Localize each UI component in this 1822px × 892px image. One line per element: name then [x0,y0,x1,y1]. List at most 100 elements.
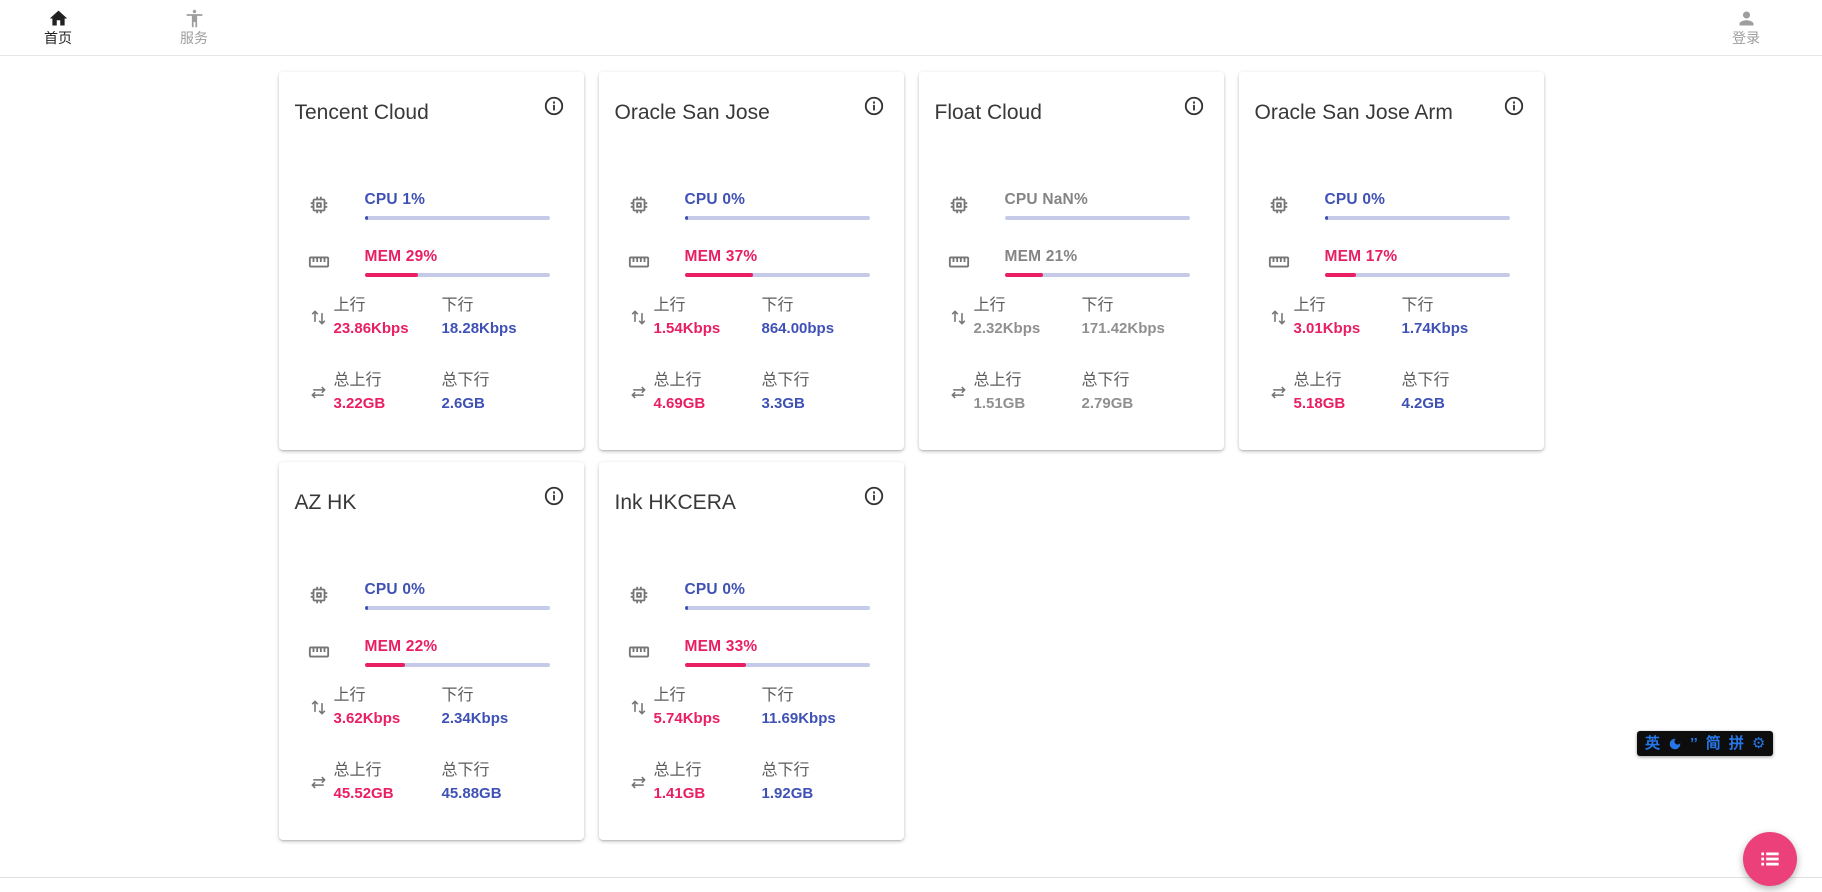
info-icon[interactable] [861,483,887,509]
mem-icon [1268,256,1289,268]
up-label: 上行 [1293,297,1326,314]
server-name: Float Cloud [934,101,1042,124]
net-speed-row: 上行 1.54Kbps 下行 864.00bps [599,295,904,339]
server-card: Oracle San Jose CPU 0% MEM 37% [598,72,904,450]
cpu-progress-bar [364,606,550,610]
updown-arrows-icon [311,699,325,715]
up-label: 上行 [333,297,366,314]
info-icon[interactable] [1181,93,1207,119]
net-speed-row: 上行 23.86Kbps 下行 18.28Kbps [279,295,584,339]
server-card: Tencent Cloud CPU 1% MEM 29% [278,72,584,450]
net-total-row: 总上行 4.69GB 总下行 3.3GB [599,370,904,414]
nav-item-login[interactable]: 登录 [1722,8,1770,46]
total-down-value: 4.2GB [1401,395,1445,412]
cpu-progress-bar [1004,216,1190,220]
total-down-value: 45.88GB [441,785,502,802]
server-card: Ink HKCERA CPU 0% MEM 33% [598,462,904,840]
cpu-row: CPU 0% [599,190,904,220]
mem-usage-label: MEM 22% [364,638,438,655]
mem-row: MEM 22% [279,637,584,667]
mem-progress-bar [1004,273,1190,277]
swap-arrows-icon [950,386,966,398]
updown-arrows-icon [951,309,965,325]
cpu-progress-bar [684,606,870,610]
mem-icon [308,646,329,658]
cpu-row: CPU 0% [599,580,904,610]
ime-punctuation-toggle[interactable]: ’’ [1690,735,1698,752]
total-down-value: 2.6GB [441,395,485,412]
total-down-label: 总下行 [441,372,490,389]
cpu-icon [310,196,327,214]
swap-arrows-icon [310,386,326,398]
mem-usage-label: MEM 37% [684,248,758,265]
up-label: 上行 [333,687,366,704]
down-value: 864.00bps [761,320,835,337]
ime-toolbar: 英 ’’ 简 拼 ⚙ [1637,731,1774,756]
server-card: Oracle San Jose Arm CPU 0% MEM 17% [1238,72,1544,450]
down-label: 下行 [441,687,474,704]
nav-login-label: 登录 [1732,30,1760,46]
mem-row: MEM 21% [919,247,1224,277]
net-total-row: 总上行 1.51GB 总下行 2.79GB [919,370,1224,414]
total-down-label: 总下行 [441,762,490,779]
cpu-usage-label: CPU 0% [1324,191,1386,208]
net-speed-row: 上行 3.62Kbps 下行 2.34Kbps [279,685,584,729]
mem-progress-bar [364,273,550,277]
server-card: Float Cloud CPU NaN% MEM 21% [918,72,1224,450]
cpu-icon [950,196,967,214]
moon-icon[interactable] [1668,737,1682,751]
net-total-row: 总上行 1.41GB 总下行 1.92GB [599,760,904,804]
info-icon[interactable] [861,93,887,119]
server-name: Oracle San Jose [614,101,770,124]
mem-icon [628,646,649,658]
cpu-row: CPU 0% [279,580,584,610]
total-down-label: 总下行 [761,372,810,389]
gear-icon[interactable]: ⚙ [1751,735,1766,752]
cpu-row: CPU 1% [279,190,584,220]
info-icon[interactable] [1501,93,1527,119]
footer-divider [0,877,1822,892]
updown-arrows-icon [631,309,645,325]
server-name: AZ HK [294,491,357,514]
up-label: 上行 [653,687,686,704]
info-icon[interactable] [541,93,567,119]
total-down-label: 总下行 [1401,372,1450,389]
up-label: 上行 [653,297,686,314]
ime-simplified-toggle[interactable]: 简 [1705,735,1721,752]
total-up-value: 5.18GB [1293,395,1346,412]
down-label: 下行 [1081,297,1114,314]
fab-list-button[interactable] [1743,832,1797,886]
updown-arrows-icon [631,699,645,715]
total-up-label: 总上行 [333,372,382,389]
cpu-row: CPU 0% [1239,190,1544,220]
cpu-icon [630,196,647,214]
mem-row: MEM 29% [279,247,584,277]
mem-progress-bar [684,663,870,667]
total-down-label: 总下行 [761,762,810,779]
nav-left: 首页 服务 [34,8,218,46]
swap-arrows-icon [310,776,326,788]
total-up-label: 总上行 [973,372,1022,389]
mem-progress-bar [684,273,870,277]
total-up-value: 1.41GB [653,785,706,802]
mem-usage-label: MEM 33% [684,638,758,655]
down-value: 171.42Kbps [1081,320,1165,337]
mem-icon [628,256,649,268]
server-card: AZ HK CPU 0% MEM 22% 上行 3 [278,462,584,840]
ime-language-toggle[interactable]: 英 [1645,735,1661,752]
cpu-usage-label: CPU 1% [364,191,426,208]
swap-arrows-icon [1270,386,1286,398]
nav-item-services[interactable]: 服务 [170,8,218,46]
ime-pinyin-toggle[interactable]: 拼 [1728,735,1744,752]
nav-services-label: 服务 [180,30,208,46]
info-icon[interactable] [541,483,567,509]
total-down-label: 总下行 [1081,372,1130,389]
nav-home-label: 首页 [44,30,72,46]
down-label: 下行 [761,687,794,704]
down-value: 1.74Kbps [1401,320,1469,337]
nav-item-home[interactable]: 首页 [34,8,82,46]
cpu-icon [1270,196,1287,214]
cpu-usage-label: CPU 0% [684,581,746,598]
total-up-value: 45.52GB [333,785,394,802]
mem-progress-bar [364,663,550,667]
